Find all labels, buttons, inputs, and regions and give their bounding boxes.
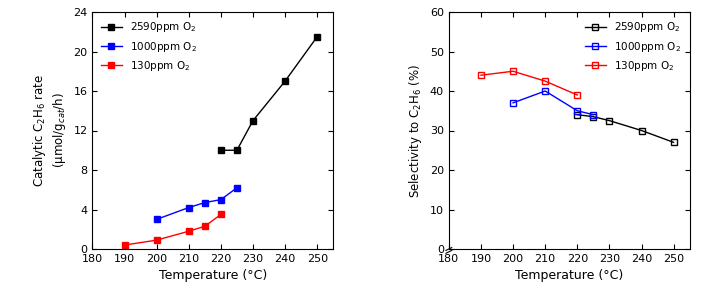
- 130ppm O$_2$: [476, 74, 485, 77]
- 2590ppm O$_2$: [313, 35, 321, 38]
- 130ppm O$_2$: [120, 243, 129, 247]
- Y-axis label: Selectivity to C$_2$H$_6$ (%): Selectivity to C$_2$H$_6$ (%): [407, 63, 424, 198]
- 1000ppm O$_2$: [152, 218, 161, 221]
- X-axis label: Temperature (°C): Temperature (°C): [159, 269, 267, 282]
- 1000ppm O$_2$: [184, 206, 193, 209]
- 130ppm O$_2$: [573, 93, 582, 97]
- 2590ppm O$_2$: [217, 148, 225, 152]
- 2590ppm O$_2$: [281, 79, 289, 83]
- Legend: 2590ppm O$_2$, 1000ppm O$_2$, 130ppm O$_2$: 2590ppm O$_2$, 1000ppm O$_2$, 130ppm O$_…: [582, 17, 685, 76]
- 130ppm O$_2$: [201, 224, 209, 228]
- 2590ppm O$_2$: [232, 148, 241, 152]
- Line: 130ppm O$_2$: 130ppm O$_2$: [479, 68, 580, 98]
- X-axis label: Temperature (°C): Temperature (°C): [515, 269, 624, 282]
- 130ppm O$_2$: [509, 69, 518, 73]
- Y-axis label: Catalytic C$_2$H$_6$ rate
(μmol/g$_{cat}$/h): Catalytic C$_2$H$_6$ rate (μmol/g$_{cat}…: [31, 74, 68, 187]
- 1000ppm O$_2$: [541, 89, 550, 93]
- 2590ppm O$_2$: [669, 140, 678, 144]
- 1000ppm O$_2$: [201, 201, 209, 204]
- 1000ppm O$_2$: [232, 186, 241, 190]
- 2590ppm O$_2$: [605, 119, 614, 122]
- 1000ppm O$_2$: [589, 113, 598, 116]
- 2590ppm O$_2$: [637, 129, 646, 132]
- 2590ppm O$_2$: [589, 115, 598, 119]
- 1000ppm O$_2$: [509, 101, 518, 105]
- 130ppm O$_2$: [184, 230, 193, 233]
- 2590ppm O$_2$: [249, 119, 257, 122]
- 2590ppm O$_2$: [573, 113, 582, 116]
- Line: 130ppm O$_2$: 130ppm O$_2$: [122, 212, 224, 248]
- 130ppm O$_2$: [217, 213, 225, 216]
- 130ppm O$_2$: [541, 79, 550, 83]
- Legend: 2590ppm O$_2$, 1000ppm O$_2$, 130ppm O$_2$: 2590ppm O$_2$, 1000ppm O$_2$, 130ppm O$_…: [97, 17, 201, 76]
- Line: 2590ppm O$_2$: 2590ppm O$_2$: [218, 34, 320, 153]
- 1000ppm O$_2$: [573, 109, 582, 112]
- 130ppm O$_2$: [152, 238, 161, 242]
- Line: 2590ppm O$_2$: 2590ppm O$_2$: [574, 112, 676, 145]
- 1000ppm O$_2$: [217, 198, 225, 201]
- Line: 1000ppm O$_2$: 1000ppm O$_2$: [510, 88, 596, 118]
- Line: 1000ppm O$_2$: 1000ppm O$_2$: [154, 185, 240, 222]
